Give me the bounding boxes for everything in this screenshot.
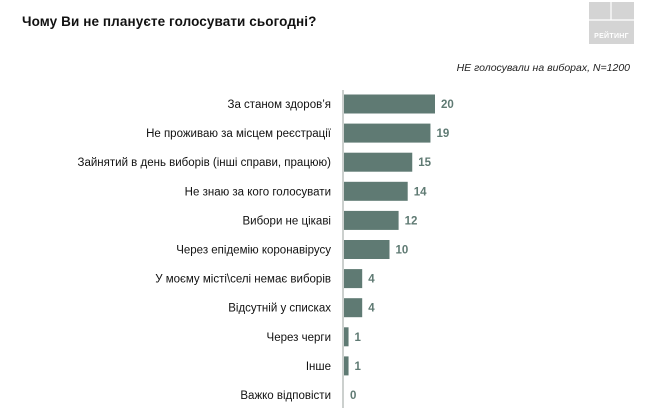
value-label: 10: [396, 245, 409, 257]
value-label: 15: [418, 157, 431, 169]
value-label: 4: [368, 303, 375, 315]
rating-logo: РЕЙТИНГ: [589, 2, 634, 44]
value-label: 1: [355, 332, 362, 344]
bar: [344, 181, 408, 201]
value-label: 14: [414, 186, 427, 198]
category-label: Через епідемію коронавірусу: [176, 245, 331, 257]
chart-subtitle: НЕ голосували на виборах, N=1200: [456, 62, 630, 74]
category-label: Не знаю за кого голосувати: [185, 186, 331, 198]
logo-mark-icon: [589, 2, 634, 21]
value-label: 1: [355, 361, 362, 373]
chart-title: Чому Ви не плануєте голосувати сьогодні?: [22, 14, 317, 29]
value-label: 19: [436, 128, 449, 140]
bar: [344, 298, 363, 318]
bar: [344, 240, 390, 259]
category-label: Вибори не цікаві: [242, 215, 331, 227]
category-label: Важко відповісти: [240, 390, 331, 402]
category-label: Відсутній у списках: [228, 303, 331, 315]
bar: [344, 123, 431, 143]
bar: [344, 327, 349, 347]
value-label: 20: [441, 99, 454, 111]
bar: [344, 94, 435, 114]
category-label: За станом здоров’я: [228, 99, 331, 111]
logo-text: РЕЙТИНГ: [594, 33, 629, 40]
category-label: У моєму місті\селі немає виборів: [155, 274, 331, 286]
bar: [344, 152, 413, 172]
bar: [344, 210, 399, 230]
bar: [344, 356, 349, 376]
value-label: 4: [368, 274, 375, 286]
category-label: Зайнятий в день виборів (інші справи, пр…: [78, 157, 332, 169]
category-label: Через черги: [267, 332, 331, 344]
value-label: 0: [350, 390, 356, 402]
value-label: 12: [405, 215, 418, 227]
category-label: Не проживаю за місцем реєстрації: [146, 128, 332, 140]
category-label: Інше: [306, 361, 331, 373]
bar: [344, 269, 363, 289]
